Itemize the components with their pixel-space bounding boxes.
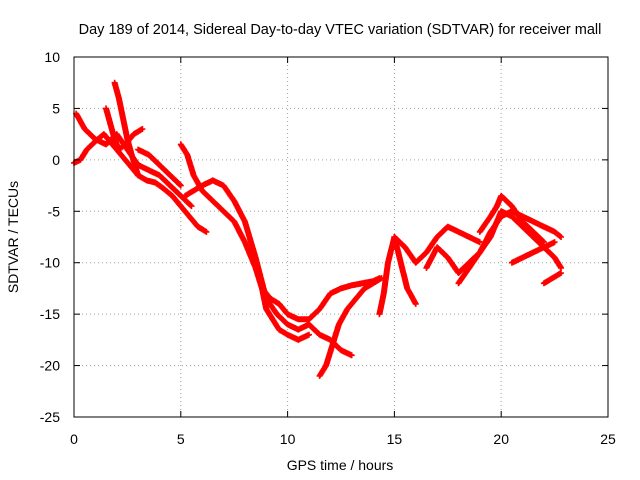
grid (74, 57, 608, 417)
data-point-markers (103, 105, 146, 153)
series-track-j (376, 223, 483, 318)
x-tick-label: 0 (70, 431, 78, 447)
series-track-c (111, 79, 142, 179)
series-track-h (259, 275, 383, 323)
y-tick-label: -10 (40, 255, 60, 271)
x-tick-label: 5 (177, 431, 185, 447)
data-point-markers (111, 79, 142, 179)
y-tick-label: -5 (48, 203, 61, 219)
x-tick-label: 25 (600, 431, 616, 447)
y-tick-label: -25 (40, 409, 60, 425)
data-point-markers (135, 146, 184, 189)
series-track-o (508, 239, 558, 266)
data-point-markers (476, 192, 547, 246)
x-tick-label: 15 (387, 431, 403, 447)
series-track-n (476, 192, 547, 246)
x-axis-label: GPS time / hours (287, 457, 394, 473)
data-point-markers (376, 223, 483, 318)
series-track-p (540, 270, 564, 287)
series-track-f (177, 141, 312, 343)
series-track-e (135, 146, 184, 189)
series-track-g (182, 177, 355, 359)
data-point-markers (71, 131, 210, 235)
y-tick-label: 0 (52, 152, 60, 168)
y-tick-label: -15 (40, 306, 60, 322)
series-track-k (391, 234, 419, 307)
x-tick-label: 10 (280, 431, 296, 447)
data-point-markers (177, 141, 312, 343)
ticks: 0 5 10 15 20 25 -25 -20 -15 -10 -5 0 5 10 (40, 49, 616, 447)
data-point-markers (391, 234, 419, 307)
data-points (71, 79, 564, 379)
data-point-markers (259, 275, 383, 323)
x-tick-label: 20 (493, 431, 509, 447)
y-tick-label: 10 (44, 49, 60, 65)
plot-frame (73, 56, 609, 418)
data-point-markers (316, 275, 385, 379)
data-point-markers (182, 177, 355, 359)
y-tick-label: -20 (40, 358, 60, 374)
y-tick-label: 5 (52, 100, 60, 116)
chart-title: Day 189 of 2014, Sidereal Day-to-day VTE… (79, 22, 602, 38)
series-track-a (71, 131, 210, 235)
y-axis-label: SDTVAR / TECUs (5, 181, 21, 293)
data-point-markers (508, 239, 558, 266)
series-track-i (316, 275, 385, 379)
data-point-markers (540, 270, 564, 287)
series-track-d (103, 105, 146, 153)
